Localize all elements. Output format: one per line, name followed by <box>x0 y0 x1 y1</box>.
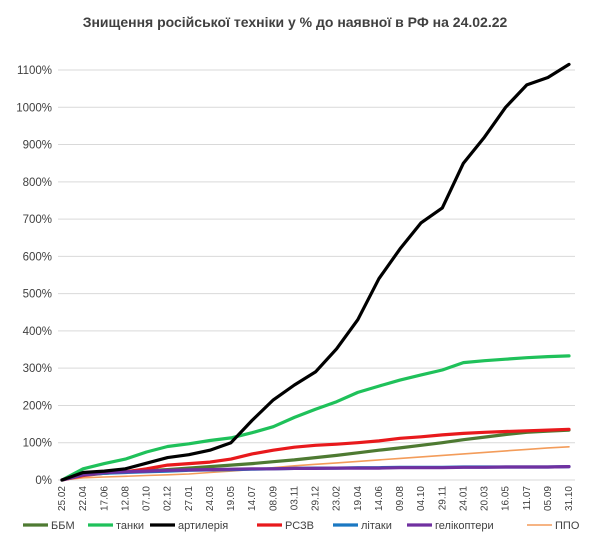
legend-label: танки <box>116 520 144 532</box>
x-tick-label: 23.02 <box>332 486 343 511</box>
legend: ББМ танки артилерія РСЗВ літаки гелікоптери ПП… <box>23 520 580 532</box>
series-line-5 <box>60 465 571 482</box>
legend-label: РСЗВ <box>285 520 314 532</box>
x-tick-label: 17.06 <box>99 486 110 511</box>
x-tick-label: 27.01 <box>184 486 195 511</box>
x-tick-label: 11.07 <box>522 486 533 511</box>
y-tick-label: 800% <box>23 177 52 189</box>
gridlines <box>58 69 575 481</box>
x-tick-label: 09.08 <box>395 486 406 511</box>
series-line-3 <box>60 427 571 482</box>
x-tick-label: 05.09 <box>543 486 554 511</box>
y-axis-ticks: 0% 100% 200% 300% 400% 500% 600% 700% 800% 900% 10… <box>16 65 52 487</box>
y-tick-label: 500% <box>23 289 52 301</box>
series-lines <box>60 62 571 482</box>
x-tick-label: 31.10 <box>564 486 575 511</box>
y-tick-label: 700% <box>23 214 52 226</box>
legend-label: артилерія <box>178 520 228 532</box>
y-tick-label: 600% <box>23 251 52 263</box>
legend-label: ББМ <box>51 520 75 532</box>
x-tick-label: 08.09 <box>268 486 279 511</box>
legend-label: літаки <box>361 520 392 532</box>
x-tick-label: 29.11 <box>437 486 448 511</box>
x-tick-label: 04.10 <box>416 486 427 511</box>
x-tick-label: 22.04 <box>78 486 89 511</box>
x-tick-label: 02.12 <box>163 486 174 511</box>
x-tick-label: 24.01 <box>458 486 469 511</box>
x-tick-label: 19.04 <box>353 486 364 511</box>
x-tick-label: 07.10 <box>142 486 153 511</box>
x-tick-label: 19.05 <box>226 486 237 511</box>
x-tick-label: 12.08 <box>120 486 131 511</box>
y-tick-label: 100% <box>23 438 52 450</box>
y-tick-label: 0% <box>35 475 52 487</box>
x-tick-label: 14.06 <box>374 486 385 511</box>
y-tick-label: 300% <box>23 363 52 375</box>
x-tick-label: 16.05 <box>501 486 512 511</box>
x-axis-ticks: 25.02 22.04 17.06 12.08 07.10 02.12 27.01 24.03… <box>57 486 575 511</box>
series-line-1 <box>60 354 571 482</box>
x-tick-label: 20.03 <box>480 486 491 511</box>
x-tick-label: 14.07 <box>247 486 258 511</box>
y-tick-label: 400% <box>23 326 52 338</box>
x-tick-label: 24.03 <box>205 486 216 511</box>
series-line-6 <box>61 445 570 481</box>
series-line-2 <box>60 62 571 482</box>
y-tick-label: 900% <box>23 140 52 152</box>
x-tick-label: 03.11 <box>289 486 300 511</box>
legend-label: ППО <box>555 520 580 532</box>
y-tick-label: 1000% <box>16 102 52 114</box>
y-tick-label: 1100% <box>17 65 52 77</box>
chart-title: Знищення російської техніки у % до наявн… <box>83 14 508 30</box>
x-tick-label: 25.02 <box>57 486 68 511</box>
y-tick-label: 200% <box>23 400 52 412</box>
x-tick-label: 29.12 <box>311 486 322 511</box>
legend-label: гелікоптери <box>435 520 494 532</box>
